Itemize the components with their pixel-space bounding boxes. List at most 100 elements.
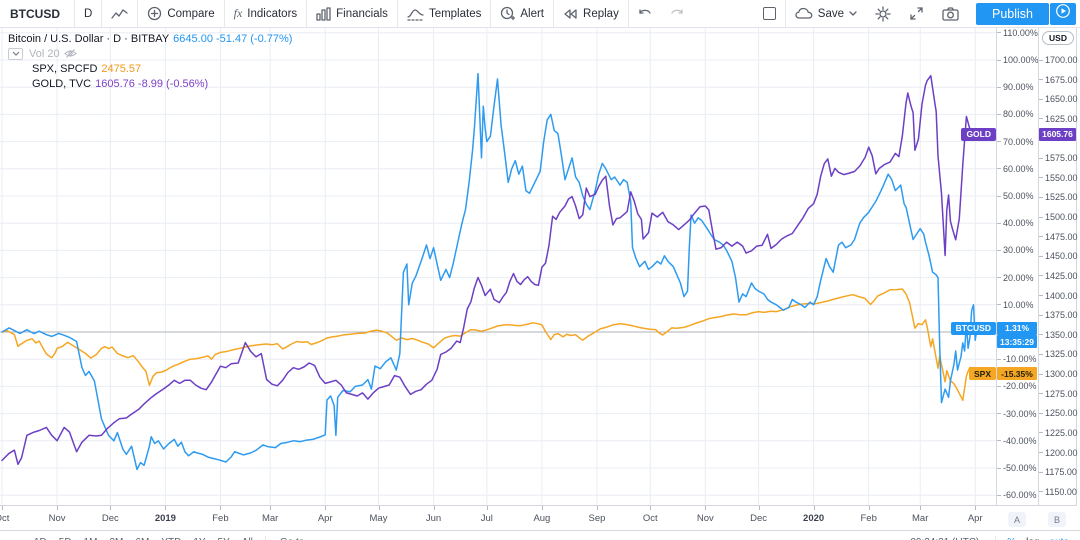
redo-icon [670,8,684,19]
percent-price-axis[interactable]: 110.00% 100.00% 90.00% 80.00% 70.00% 60.00% 50… [996,28,1039,505]
interval-button[interactable]: D [75,0,101,27]
separator [396,0,398,27]
usd-tick: 1150.00 [1039,487,1077,497]
usd-tick: 1325.00 [1039,349,1078,359]
time-axis[interactable]: A B Oct Nov Dec 2019 Feb Mar Apr May Jun Jul Aug Se… [0,505,1077,530]
camera-icon [942,6,959,21]
range-button-1m[interactable]: 1M [78,534,104,540]
alert-clock-icon [500,6,516,21]
legend-gold-row[interactable]: GOLD, TVC 1605.76 -8.99 (-0.56%) [8,76,292,91]
percent-tick: -30.00% [997,409,1038,419]
chart-plot[interactable] [0,28,996,505]
fx-icon: fx [233,6,243,20]
percent-tick: 110.00% [997,28,1038,38]
range-button-1d[interactable]: 1D [28,534,53,540]
legend-volume-row[interactable]: Vol 20 [8,46,292,61]
usd-tick: 1475.00 [1039,232,1078,242]
separator [784,0,786,27]
goto-button[interactable]: Go to [272,534,312,540]
chart-area[interactable]: Bitcoin / U.S. Dollar · D · BITBAY 6645.… [0,28,1080,540]
bottom-toolbar: 1D5D1M3M6MYTD1Y5YAll Go to 09:24:31 (UTC… [0,530,1080,540]
utc-clock[interactable]: 09:24:31 (UTC) [910,537,989,540]
range-button-1y[interactable]: 1Y [187,534,211,540]
usd-tick: 1700.00 [1039,55,1078,65]
range-button-all[interactable]: All [236,534,259,540]
time-tick-mark [325,506,327,510]
time-label: Apr [317,513,333,524]
compare-button[interactable]: Compare [138,0,223,27]
cloud-save-button[interactable]: Save [786,0,866,27]
layout-icon [762,7,776,20]
financials-button[interactable]: Financials [307,0,397,27]
financials-icon [316,6,331,21]
templates-button[interactable]: Templates [398,0,490,27]
range-button-5d[interactable]: 5D [53,534,78,540]
publish-idea-button[interactable] [1050,2,1076,25]
hidden-eye-icon[interactable] [63,48,77,59]
separator [74,0,75,27]
range-button-3m[interactable]: 3M [104,534,130,540]
alert-button[interactable]: Alert [491,0,553,27]
percent-tick: -10.00% [997,354,1038,364]
percent-tick: -40.00% [997,436,1038,446]
legend-main-row[interactable]: Bitcoin / U.S. Dollar · D · BITBAY 6645.… [8,31,292,46]
separator [995,535,997,540]
percent-tick: 100.00% [997,55,1039,65]
btc-countdown-text: 13:35:29 [999,336,1035,347]
time-label: Aug [533,513,551,524]
separator [223,0,225,27]
time-label: Mar [261,513,279,524]
fullscreen-button[interactable] [900,0,933,27]
percent-tick: 40.00% [997,218,1038,228]
symbol-button[interactable]: BTCUSD [0,0,74,27]
undo-button[interactable] [629,0,661,27]
indicators-button[interactable]: fx Indicators [225,0,307,27]
financials-label: Financials [336,7,388,20]
percent-scale-a-button[interactable]: A [1008,512,1026,527]
time-label: Jun [425,513,442,524]
time-label: Oct [0,513,10,524]
layout-button[interactable] [754,0,785,27]
spx-series-line [1,288,978,402]
settings-button[interactable] [866,0,900,27]
redo-button[interactable] [661,0,693,27]
time-tick-mark [650,506,652,510]
interval-label: D [84,7,93,20]
legend-collapse-button[interactable] [8,47,23,60]
range-button-6m[interactable]: 6M [129,534,155,540]
usd-price-axis[interactable]: USD 1700.00 1675.00 1650.00 1625.00 1575.00 1… [1038,28,1078,505]
log-scale-toggle[interactable]: log [1021,534,1044,540]
btc-price-text: 1.31% [1004,323,1030,334]
btc-badge-label: BTCUSD [955,323,991,334]
snapshot-button[interactable] [933,0,968,27]
usd-tick: 1300.00 [1039,369,1078,379]
usd-tick: 1375.00 [1039,310,1078,320]
auto-scale-toggle[interactable]: auto [1045,534,1074,540]
time-tick-mark [57,506,59,510]
percent-tick: -20.00% [997,381,1038,391]
chart-style-button[interactable] [102,0,137,27]
percent-tick: 20.00% [997,273,1038,283]
usd-tick: 1200.00 [1039,448,1078,458]
range-button-ytd[interactable]: YTD [155,534,187,540]
time-tick-mark [813,506,815,510]
range-buttons: 1D5D1M3M6MYTD1Y5YAll [0,534,259,540]
line-chart-icon [111,7,128,21]
usd-scale-b-button[interactable]: B [1048,512,1066,527]
range-button-5y[interactable]: 5Y [212,534,236,540]
publish-button[interactable]: Publish [976,2,1049,25]
gold-badge-label: GOLD [966,129,991,139]
time-label: Nov [48,513,66,524]
percent-scale-toggle[interactable]: % [1002,534,1021,540]
time-label: Dec [101,513,119,524]
usd-tick: 1675.00 [1039,75,1078,85]
time-tick-mark [541,506,543,510]
replay-button[interactable]: Replay [554,0,628,27]
usd-tick: 1425.00 [1039,271,1078,281]
templates-label: Templates [428,7,482,20]
percent-tick: 30.00% [997,245,1038,255]
gold-price-label: 1605.76 [1039,127,1076,141]
cloud-icon [795,7,813,20]
usd-unit-button[interactable]: USD [1042,31,1074,45]
legend-spx-row[interactable]: SPX, SPCFD 2475.57 [8,61,292,76]
